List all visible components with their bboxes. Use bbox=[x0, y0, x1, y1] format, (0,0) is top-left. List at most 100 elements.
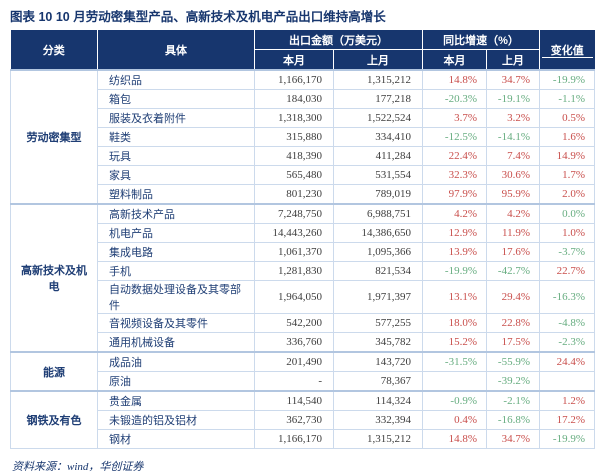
yoy-current-cell: 13.9% bbox=[422, 242, 487, 262]
change-cell: -16.3% bbox=[539, 280, 595, 314]
col-header-change: 变化值 bbox=[539, 30, 595, 70]
export-previous-cell: 14,386,650 bbox=[333, 223, 423, 243]
export-previous-cell: 114,324 bbox=[333, 390, 423, 411]
export-previous-cell: 334,410 bbox=[333, 127, 423, 147]
table-row: 箱包 184,030 177,218 -20.3% -19.1% -1.1% bbox=[11, 89, 595, 109]
yoy-current-cell: -12.5% bbox=[422, 127, 487, 147]
yoy-current-cell: 13.1% bbox=[422, 280, 487, 314]
export-current-cell: 801,230 bbox=[254, 184, 334, 205]
export-previous-cell: 332,394 bbox=[333, 410, 423, 430]
table-row: 玩具 418,390 411,284 22.4% 7.4% 14.9% bbox=[11, 146, 595, 166]
yoy-current-cell: 14.8% bbox=[422, 429, 487, 449]
export-previous-cell: 577,255 bbox=[333, 313, 423, 333]
yoy-previous-cell: -16.8% bbox=[486, 410, 540, 430]
table-row: 塑料制品 801,230 789,019 97.9% 95.9% 2.0% bbox=[11, 184, 595, 205]
table-row: 原油 -78,367 -39.2% bbox=[11, 371, 595, 392]
item-cell: 贵金属 bbox=[97, 390, 255, 411]
export-previous-cell: 143,720 bbox=[333, 351, 423, 372]
yoy-previous-cell: -55.9% bbox=[486, 351, 540, 372]
yoy-previous-cell: -2.1% bbox=[486, 390, 540, 411]
table-row: 钢铁及有色 贵金属 114,540 114,324 -0.9% -2.1% 1.2% bbox=[10, 390, 595, 449]
export-previous-cell: 411,284 bbox=[333, 146, 423, 166]
table-row: 手机 1,281,830 821,534 -19.9% -42.7% 22.7% bbox=[11, 261, 595, 281]
export-current-cell: 418,390 bbox=[254, 146, 334, 166]
item-cell: 自动数据处理设备及其零部件 bbox=[97, 280, 255, 314]
table-row: 鞋类 315,880 334,410 -12.5% -14.1% 1.6% bbox=[11, 127, 595, 147]
export-current-cell: 1,964,050 bbox=[254, 280, 334, 314]
yoy-previous-cell: 34.7% bbox=[486, 69, 540, 90]
col-header-change-label: 变化值 bbox=[550, 44, 584, 57]
export-previous-cell: 531,554 bbox=[333, 165, 423, 185]
col-header-item: 具体 bbox=[97, 30, 255, 70]
yoy-current-cell: 15.2% bbox=[422, 332, 487, 353]
export-previous-cell: 1,522,524 bbox=[333, 108, 423, 128]
item-cell: 未锻造的铝及铝材 bbox=[97, 410, 255, 430]
table-row: 能源 成品油 201,490 143,720 -31.5% -55.9% 24.4% bbox=[10, 351, 595, 392]
export-previous-cell: 1,315,212 bbox=[333, 69, 423, 90]
yoy-current-cell: 4.2% bbox=[422, 203, 487, 224]
item-cell: 成品油 bbox=[97, 351, 255, 372]
export-current-cell: 1,061,370 bbox=[254, 242, 334, 262]
item-cell: 鞋类 bbox=[97, 127, 255, 147]
yoy-previous-cell: 95.9% bbox=[486, 184, 540, 205]
change-cell bbox=[539, 371, 595, 392]
table-row: 高新技术及机电 高新技术产品 7,248,750 6,988,751 4.2% 4.2% 0… bbox=[10, 203, 595, 353]
change-cell: 2.0% bbox=[539, 184, 595, 205]
table-row: 机电产品 14,443,260 14,386,650 12.9% 11.9% 1.0% bbox=[11, 223, 595, 243]
export-previous-cell: 177,218 bbox=[333, 89, 423, 109]
item-cell: 箱包 bbox=[97, 89, 255, 109]
export-previous-cell: 821,534 bbox=[333, 261, 423, 281]
table-row: 集成电路 1,061,370 1,095,366 13.9% 17.6% -3.7% bbox=[11, 242, 595, 262]
change-cell: -2.3% bbox=[539, 332, 595, 353]
table-row: 自动数据处理设备及其零部件 1,964,050 1,971,397 13.1% 29.4… bbox=[11, 280, 595, 314]
item-cell: 塑料制品 bbox=[97, 184, 255, 205]
yoy-current-cell: 22.4% bbox=[422, 146, 487, 166]
export-current-cell: 14,443,260 bbox=[254, 223, 334, 243]
export-previous-cell: 345,782 bbox=[333, 332, 423, 353]
yoy-current-cell: 97.9% bbox=[422, 184, 487, 205]
col-header-export-this-month: 本月 bbox=[254, 49, 334, 70]
export-current-cell: 542,200 bbox=[254, 313, 334, 333]
change-cell: 1.6% bbox=[539, 127, 595, 147]
yoy-previous-cell: -19.1% bbox=[486, 89, 540, 109]
change-cell: 17.2% bbox=[539, 410, 595, 430]
change-cell: 0.0% bbox=[539, 203, 595, 224]
change-cell: -4.8% bbox=[539, 313, 595, 333]
yoy-previous-cell: 4.2% bbox=[486, 203, 540, 224]
table-row: 通用机械设备 336,760 345,782 15.2% 17.5% -2.3% bbox=[11, 332, 595, 353]
table-body: 劳动密集型 纺织品 1,166,170 1,315,212 14.8% 34.7% -19.… bbox=[10, 69, 595, 449]
table-row: 服装及衣着附件 1,318,300 1,522,524 3.7% 3.2% 0.5% bbox=[11, 108, 595, 128]
item-cell: 集成电路 bbox=[97, 242, 255, 262]
export-previous-cell: 78,367 bbox=[333, 371, 423, 392]
yoy-current-cell: -20.3% bbox=[422, 89, 487, 109]
export-current-cell: 565,480 bbox=[254, 165, 334, 185]
col-header-category: 分类 bbox=[10, 30, 98, 70]
item-cell: 音视频设备及其零件 bbox=[97, 313, 255, 333]
export-previous-cell: 1,971,397 bbox=[333, 280, 423, 314]
export-current-cell: 1,166,170 bbox=[254, 429, 334, 449]
yoy-previous-cell: 30.6% bbox=[486, 165, 540, 185]
yoy-current-cell: 32.3% bbox=[422, 165, 487, 185]
yoy-current-cell: -31.5% bbox=[422, 351, 487, 372]
change-cell: 22.7% bbox=[539, 261, 595, 281]
yoy-previous-cell: 29.4% bbox=[486, 280, 540, 314]
export-current-cell: 1,318,300 bbox=[254, 108, 334, 128]
change-header-underline bbox=[542, 57, 593, 58]
item-cell: 机电产品 bbox=[97, 223, 255, 243]
yoy-previous-cell: 17.6% bbox=[486, 242, 540, 262]
category-cell: 劳动密集型 bbox=[10, 69, 98, 205]
yoy-previous-cell: 7.4% bbox=[486, 146, 540, 166]
export-current-cell: 315,880 bbox=[254, 127, 334, 147]
yoy-current-cell bbox=[422, 371, 487, 392]
export-previous-cell: 1,315,212 bbox=[333, 429, 423, 449]
table-row: 钢材 1,166,170 1,315,212 14.8% 34.7% -19.9% bbox=[11, 429, 595, 449]
yoy-current-cell: -0.9% bbox=[422, 390, 487, 411]
yoy-previous-cell: -39.2% bbox=[486, 371, 540, 392]
table-row: 未锻造的铝及铝材 362,730 332,394 0.4% -16.8% 17.2% bbox=[11, 410, 595, 430]
item-cell: 手机 bbox=[97, 261, 255, 281]
change-cell: -1.1% bbox=[539, 89, 595, 109]
category-cell: 高新技术及机电 bbox=[10, 203, 98, 353]
export-previous-cell: 1,095,366 bbox=[333, 242, 423, 262]
source-note: 资料来源：wind，华创证券 bbox=[12, 461, 144, 473]
